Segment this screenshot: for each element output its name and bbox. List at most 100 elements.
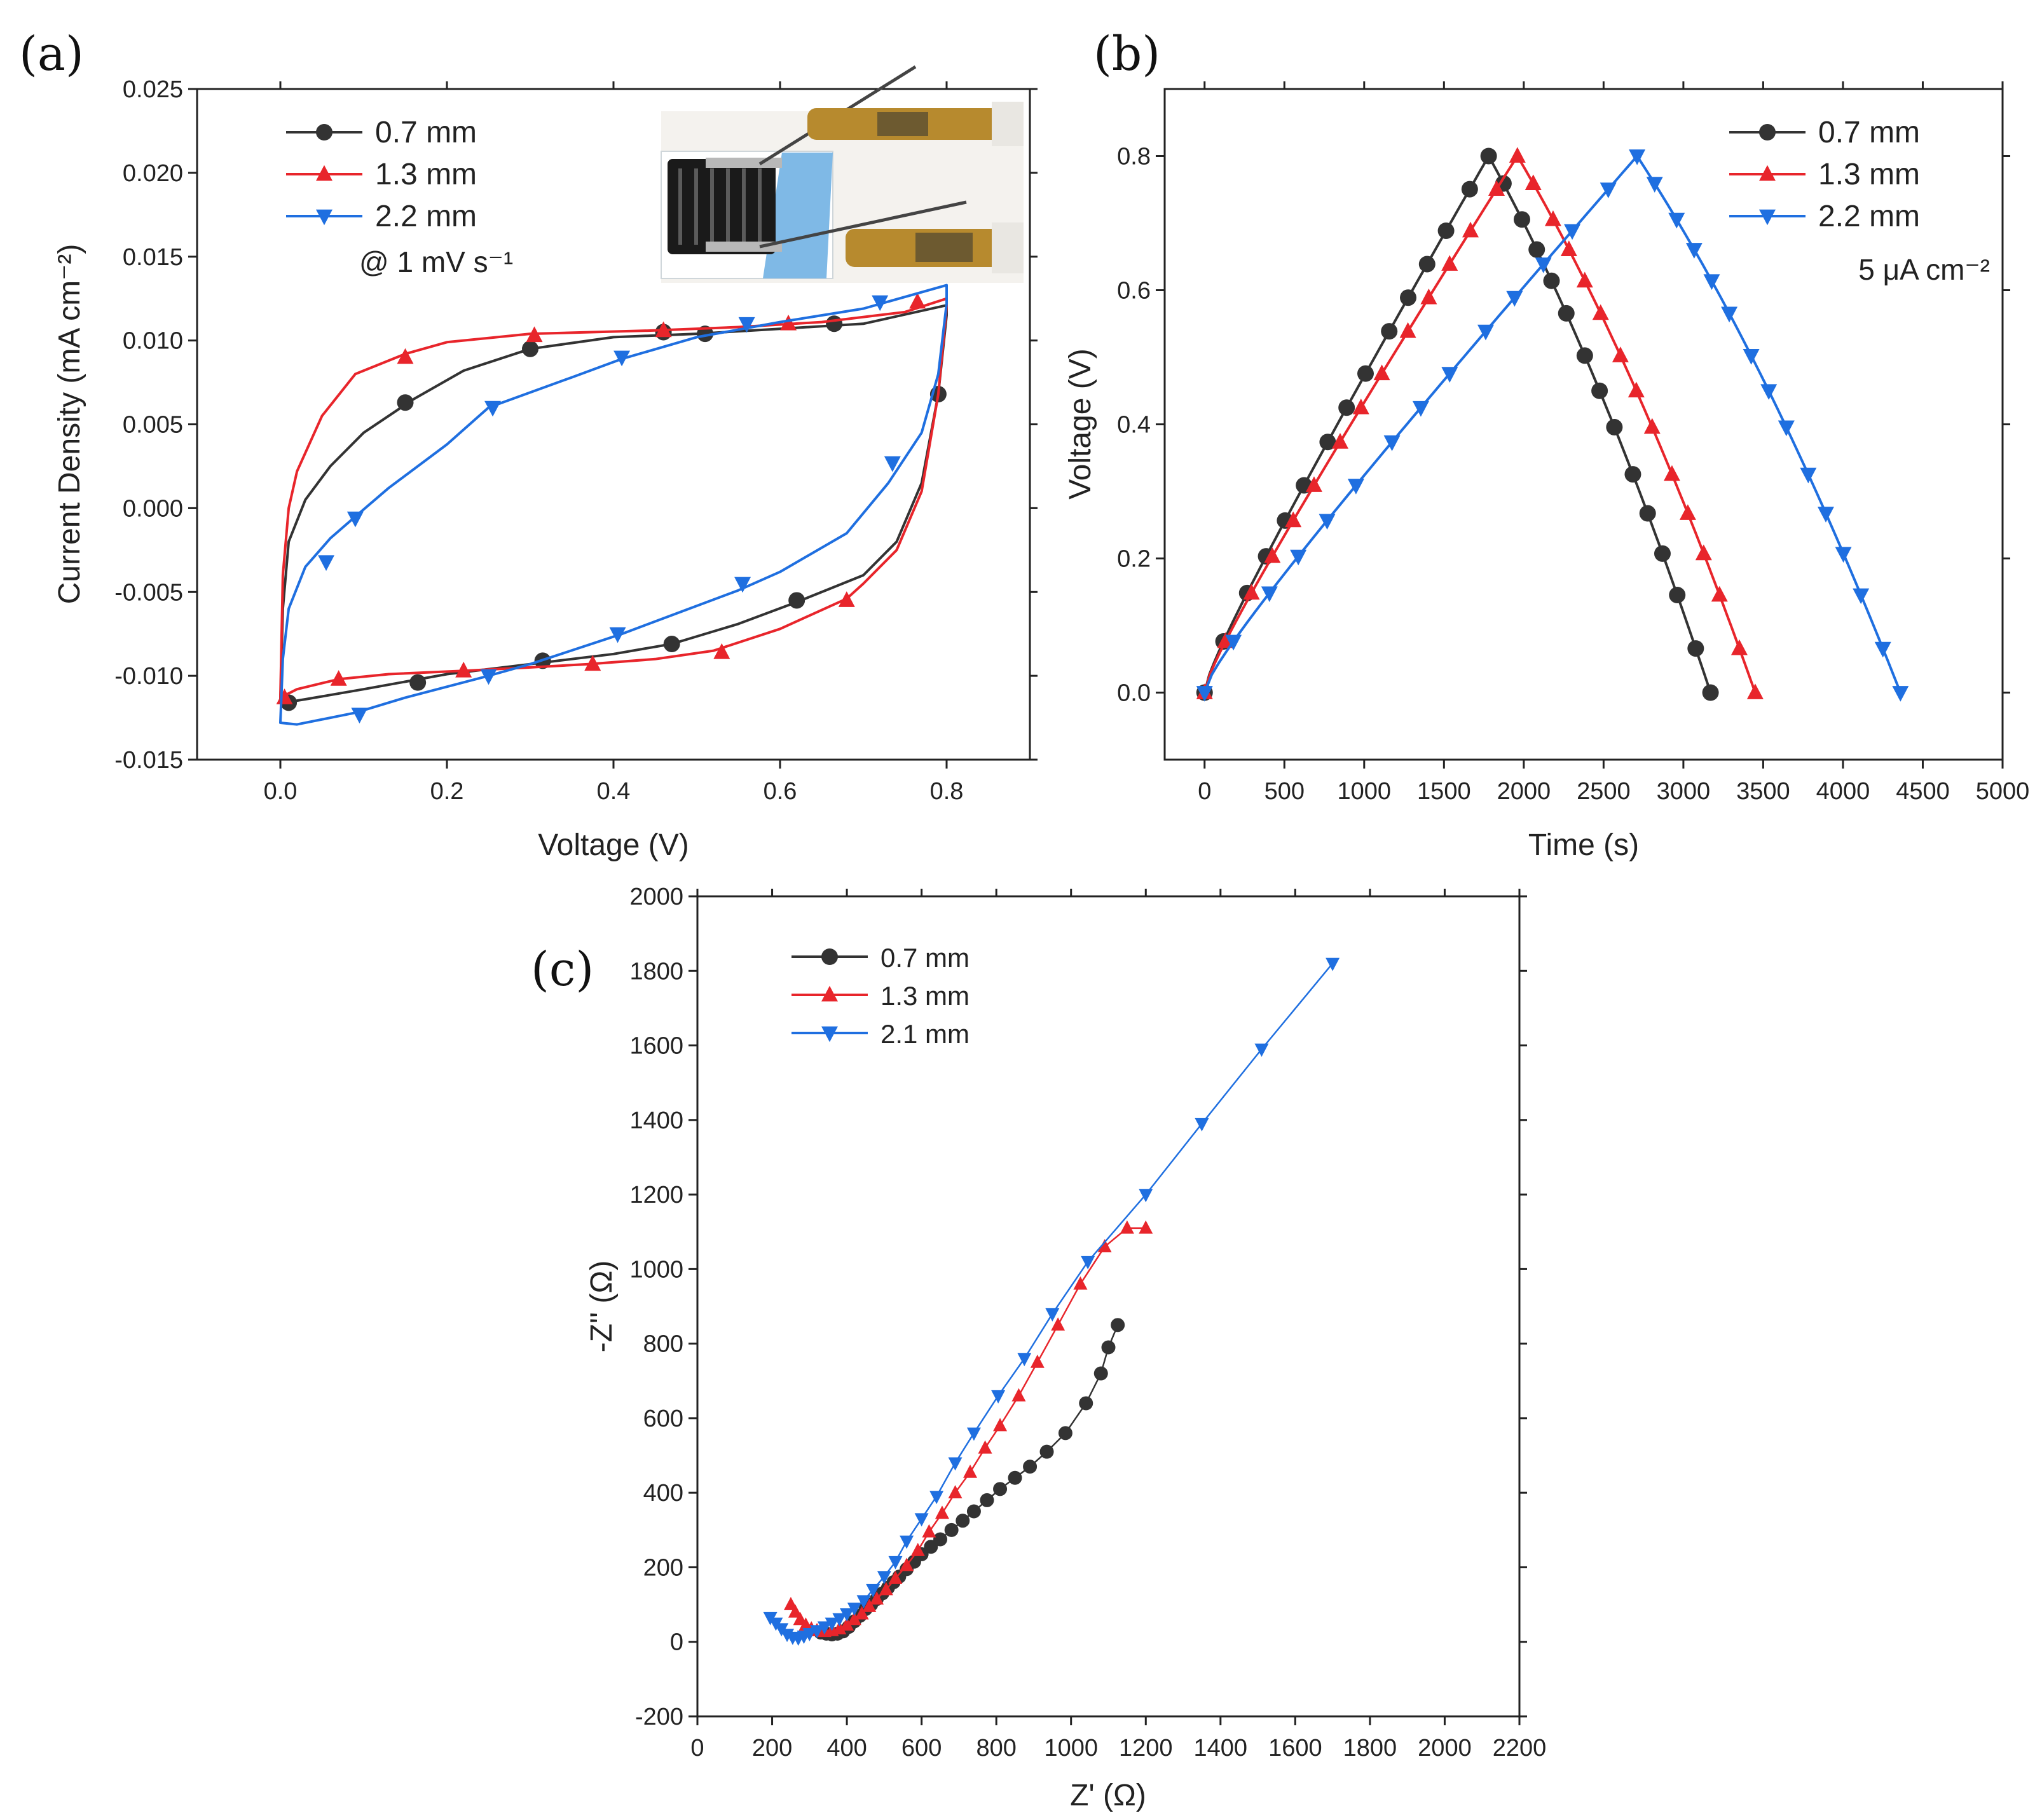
chart-a-ylabel: Current Density (mA cm⁻²) — [53, 244, 86, 605]
chart-a-legend-label: 2.2 mm — [375, 200, 477, 233]
chart-b-series-1-3-mm-point — [1576, 271, 1593, 288]
chart-c-series-2-1-mm-point — [948, 1457, 963, 1471]
chart-b-series-2-2-mm-point — [1760, 384, 1778, 400]
chart-a-legend-marker — [316, 209, 332, 226]
chart-c-xtick-label: 2000 — [1418, 1735, 1472, 1762]
chart-c-series-0-7-mm-point — [1101, 1340, 1116, 1355]
chart-b-series-1-3-mm-point — [1373, 364, 1390, 381]
chart-b-xtick-label: 4500 — [1896, 778, 1950, 805]
chart-c-series-2-1-mm-point — [877, 1571, 891, 1585]
chart-c-xtick-label: 1000 — [1044, 1735, 1098, 1762]
chart-a-series-2-2-mm-point — [484, 400, 502, 417]
inset-wire-bottom — [759, 200, 967, 249]
chart-c-series-0-7-mm-point — [1023, 1460, 1038, 1474]
chart-b-series-1-3-mm-point — [1509, 147, 1526, 163]
chart-b-xtick-label: 3000 — [1657, 778, 1711, 805]
chart-b-series-2-2-mm-point — [1835, 547, 1852, 563]
inset-clamp-top-spring — [877, 112, 928, 136]
chart-c-series-2-1-mm-point — [817, 1621, 832, 1635]
chart-b-series-0-7-mm-point — [1702, 684, 1719, 701]
chart-b-series-1-3-mm-point — [1420, 288, 1437, 304]
chart-c-series-1-3-mm-point — [847, 1611, 861, 1625]
chart-c-series-1-3-mm-point — [993, 1418, 1008, 1432]
chart-b-series-0-7-mm-point — [1461, 181, 1478, 198]
chart-c-series-0-7-mm-point — [1039, 1444, 1054, 1459]
chart-b-xtick-label: 3500 — [1736, 778, 1790, 805]
chart-c-series-1-3-mm-point — [1030, 1354, 1045, 1368]
chart-b-series-0-7-mm-point — [1687, 640, 1704, 657]
chart-b-series-1-3-mm-point — [1441, 255, 1458, 271]
chart-b-series-1-3-mm-point — [1331, 432, 1348, 449]
inset-clamp-bottom-handle — [992, 222, 1024, 273]
chart-b-xtick-label: 2000 — [1497, 778, 1551, 805]
chart-c-xtick-label: 200 — [752, 1735, 792, 1762]
chart-c-series-2-1-mm-point — [1045, 1308, 1060, 1322]
device-photo-inset — [661, 65, 1024, 283]
chart-b-xtick-label: 1500 — [1417, 778, 1471, 805]
chart-b-series-0-7-mm-point — [1591, 382, 1608, 399]
chart-c-legend-marker — [821, 985, 838, 1002]
chart-c-ytick-label: 1200 — [629, 1182, 683, 1208]
chart-a-legend-label: 1.3 mm — [375, 158, 477, 191]
inset-clamp-bottom-spring — [915, 233, 973, 262]
chart-b-series-0-7-mm-point — [1480, 147, 1497, 165]
chart-a-series-1-3-mm-point — [526, 326, 543, 343]
chart-b-series-2-2-mm-point — [1685, 243, 1703, 259]
chart-a-series-1-3-mm-point — [713, 643, 730, 659]
chart-c-series-1-3-mm-point — [1011, 1388, 1026, 1402]
chart-c-xtick-label: 1600 — [1268, 1735, 1322, 1762]
chart-b-series-0-7-mm-point — [1624, 466, 1641, 483]
chart-b-series-2-2-mm-point — [1703, 274, 1720, 291]
panel-label-c: (c) — [531, 942, 594, 997]
chart-a-annotation: @ 1 mV s⁻¹ — [359, 245, 513, 278]
chart-b-series-0-7-mm-curve — [1203, 153, 1712, 694]
inset-contact-bottom — [706, 242, 782, 252]
chart-c-series-2-1-mm-point — [825, 1617, 839, 1631]
chart-a: 0.0 0.2 0.4 0.6 0.8 -0.015 -0.010 -0.005 0.000 0.… — [53, 65, 1038, 862]
chart-b-series-2-2-mm-point — [1535, 257, 1552, 273]
chart-c: 0 200 400 600 800 1000 1200 1400 1600 1800 2000 220… — [585, 884, 1546, 1812]
chart-a-series — [276, 284, 948, 726]
chart-c-series-2-1-mm-point — [832, 1613, 847, 1627]
chart-a-ytick-label: -0.010 — [114, 663, 183, 690]
chart-b-series-1-3-mm-point — [1592, 304, 1609, 320]
chart-a-series-1-3-mm-point — [397, 348, 414, 364]
chart-b-series-2-2-mm-point — [1743, 349, 1760, 365]
chart-c-xtick-label: 1800 — [1343, 1735, 1397, 1762]
chart-c-series-2-1-mm-point — [900, 1535, 914, 1549]
chart-b-series-1-3-mm-point — [1352, 398, 1369, 414]
chart-a-ytick-label: -0.005 — [114, 579, 183, 606]
chart-c-series-0-7-mm-point — [1111, 1318, 1125, 1332]
chart-c-series-2-1-mm-point — [1195, 1118, 1209, 1132]
chart-b-series-2-2-mm-point — [1441, 367, 1458, 383]
chart-c-series-0-7-mm-point — [980, 1493, 994, 1507]
chart-c-series-1-3-mm-point — [978, 1440, 992, 1454]
chart-b-series-1-3-mm-point — [1627, 381, 1645, 398]
chart-c-series-1-3-mm-point — [910, 1542, 925, 1556]
chart-b-series-2-2-mm-curve — [1203, 154, 1902, 694]
chart-c-legend-label: 1.3 mm — [881, 981, 970, 1011]
chart-b-series-1-3-mm-point — [1544, 210, 1561, 226]
chart-c-frame — [696, 895, 1521, 1718]
chart-b-series-0-7-mm-point — [1338, 399, 1355, 416]
chart-b-series-0-7-mm-point — [1357, 365, 1374, 382]
chart-c-series-2-1-mm-point — [802, 1628, 817, 1641]
chart-c-series-2-1-mm-point — [914, 1513, 929, 1527]
chart-c-series-2-1-mm-curve — [769, 962, 1334, 1639]
chart-b-series-2-2-mm-point — [1506, 291, 1523, 307]
chart-c-series-1-3-mm-point — [900, 1557, 914, 1571]
chart-b-series-2-2-mm-point — [1817, 507, 1834, 523]
chart-a-series-2-2-mm-point — [872, 295, 889, 311]
chart-b-series-0-7-mm-point — [1639, 505, 1656, 522]
chart-b-series-2-2-mm-point — [1347, 479, 1364, 495]
chart-c-ytick-label: 800 — [643, 1331, 683, 1358]
chart-c-series — [763, 957, 1340, 1646]
chart-b-series-1-3-mm-point — [1525, 174, 1542, 191]
chart-a-ytick-label: -0.015 — [114, 747, 183, 774]
chart-a-series-2-2-mm-point — [351, 708, 368, 724]
chart-c-series-1-3-mm-point — [1120, 1220, 1134, 1234]
chart-b-series-0-7-mm-point — [1576, 347, 1593, 364]
chart-c-series-2-1-mm-point — [929, 1491, 944, 1505]
chart-a-series-0-7-mm-point — [788, 592, 805, 609]
chart-c-series-2-1-mm-point — [966, 1427, 981, 1441]
